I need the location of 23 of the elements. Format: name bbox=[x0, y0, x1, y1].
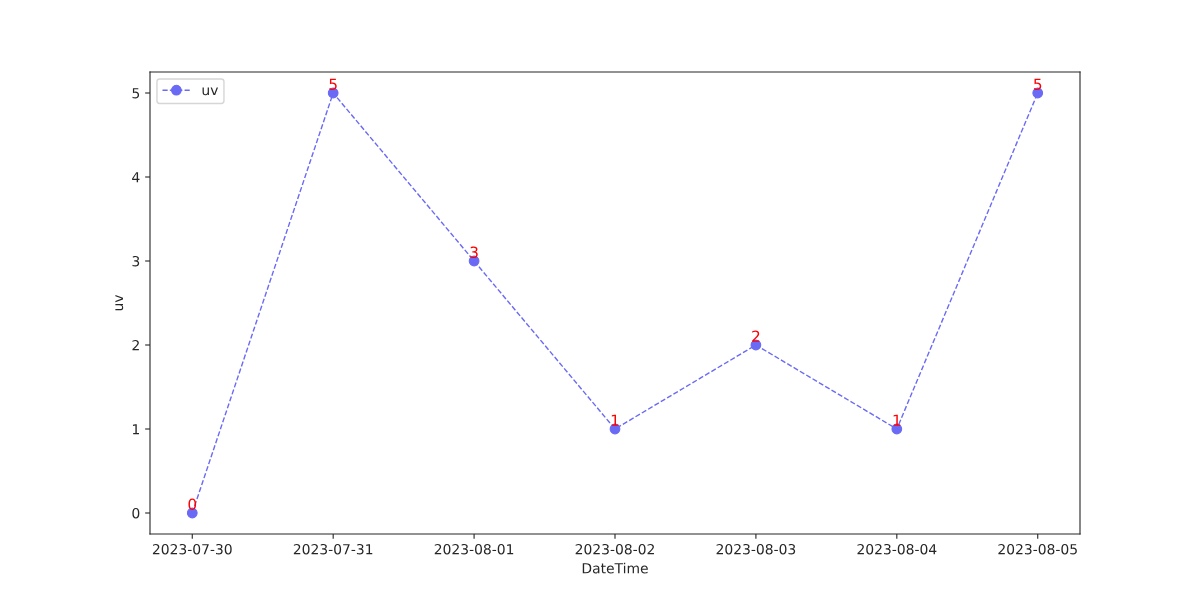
x-tick-label: 2023-07-30 bbox=[152, 543, 232, 555]
y-tick-label: 1 bbox=[132, 424, 139, 435]
y-tick-label: 2 bbox=[132, 339, 139, 351]
x-tick-label: 2023-07-31 bbox=[293, 543, 373, 555]
data-label: 1 bbox=[611, 414, 619, 426]
data-label: 2 bbox=[752, 330, 760, 342]
x-tick-label: 2023-08-04 bbox=[857, 543, 937, 555]
y-axis-title: uv bbox=[115, 294, 124, 311]
y-tick-label: 0 bbox=[132, 507, 140, 519]
y-tick-label: 3 bbox=[132, 255, 140, 267]
data-label: 5 bbox=[1034, 78, 1042, 91]
x-tick-label: 2023-08-05 bbox=[998, 543, 1077, 555]
legend-label: uv bbox=[202, 87, 218, 96]
data-label: 1 bbox=[893, 414, 901, 426]
x-tick-label: 2023-08-03 bbox=[716, 543, 796, 555]
x-tick-label: 2023-08-02 bbox=[575, 543, 654, 555]
x-tick-label: 2023-08-01 bbox=[434, 543, 514, 555]
y-tick-label: 4 bbox=[132, 172, 140, 183]
data-label: 0 bbox=[188, 498, 197, 511]
data-label: 3 bbox=[470, 246, 478, 259]
data-label: 5 bbox=[329, 78, 337, 91]
y-tick-label: 5 bbox=[132, 88, 140, 99]
x-axis-title: DateTime bbox=[582, 562, 648, 574]
